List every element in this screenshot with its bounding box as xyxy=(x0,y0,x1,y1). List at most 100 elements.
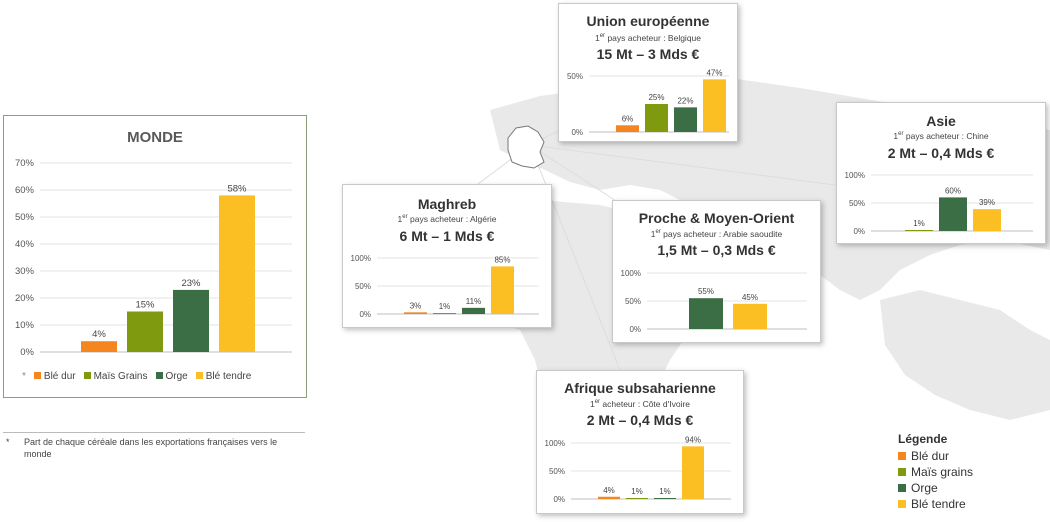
y-tick-label: 40% xyxy=(15,239,35,250)
y-tick-label: 0% xyxy=(629,325,641,334)
bar-ble-dur xyxy=(616,125,639,132)
monde-legend-mais: Maïs Grains xyxy=(93,371,148,382)
bar-mais-grains xyxy=(905,230,933,231)
ue-subtitle: 1er pays acheteur : Belgique xyxy=(594,33,701,43)
legend-title: Légende xyxy=(898,432,948,446)
afrique-subtitle: 1er acheteur : Côte d'Ivoire xyxy=(589,399,691,409)
bar-ble-tendre xyxy=(491,266,514,314)
y-tick-label: 60% xyxy=(15,185,35,196)
y-tick-label: 0% xyxy=(20,347,34,358)
pmo-chart-panel: Proche & Moyen-Orient 1er pays acheteur … xyxy=(612,200,821,343)
legend-swatch xyxy=(155,372,163,379)
afrique-chart-panel: Afrique subsaharienne 1er acheteur : Côt… xyxy=(536,370,744,514)
data-label: 15% xyxy=(135,300,155,311)
ue-chart: 0% 50% 6% 25% 22% 47% xyxy=(567,68,729,137)
data-label: 85% xyxy=(494,255,510,264)
bar-ble-tendre xyxy=(682,446,704,499)
legend-swatch xyxy=(898,468,906,476)
monde-legend-ble-tendre: Blé tendre xyxy=(205,371,252,382)
monde-legend-marker: * xyxy=(22,371,26,382)
legend: Légende Blé dur Maïs grains Orge Blé ten… xyxy=(898,432,973,512)
y-tick-label: 30% xyxy=(15,266,35,277)
monde-chart-panel: MONDE 0% 10% 20% 30% 40% 50% 60% 70% 4% 15% 23% 58%… xyxy=(3,115,307,398)
y-tick-label: 100% xyxy=(621,269,641,278)
y-tick-label: 0% xyxy=(853,227,865,236)
monde-legend: * Blé dur Maïs Grains Orge Blé tendre xyxy=(22,371,251,382)
bar-orge xyxy=(689,298,723,329)
y-tick-label: 100% xyxy=(845,171,865,180)
footnote-star: * xyxy=(6,437,10,447)
y-tick-label: 100% xyxy=(351,254,371,263)
y-tick-label: 50% xyxy=(549,467,565,476)
ue-title: Union européenne xyxy=(586,13,710,29)
y-tick-label: 50% xyxy=(849,199,865,208)
monde-title: MONDE xyxy=(127,129,183,146)
data-label: 1% xyxy=(659,487,671,496)
y-tick-label: 20% xyxy=(15,293,35,304)
data-label: 94% xyxy=(685,435,701,444)
data-label: 11% xyxy=(466,297,481,306)
legend-item-ble-tendre: Blé tendre xyxy=(898,496,973,512)
maghreb-chart-panel: Maghreb 1er pays acheteur : Algérie 6 Mt… xyxy=(342,184,552,328)
legend-swatch xyxy=(898,484,906,492)
data-label: 1% xyxy=(631,487,643,496)
legend-swatch xyxy=(83,372,91,379)
pmo-title: Proche & Moyen-Orient xyxy=(638,210,795,226)
monde-legend-orge: Orge xyxy=(165,371,188,382)
maghreb-subtitle: 1er pays acheteur : Algérie xyxy=(397,214,497,224)
asie-title: Asie xyxy=(926,113,956,129)
y-tick-label: 100% xyxy=(545,439,565,448)
bar-mais-grains xyxy=(433,313,456,314)
legend-item-ble-dur: Blé dur xyxy=(898,448,973,464)
ue-chart-panel: Union européenne 1er pays acheteur : Bel… xyxy=(558,3,738,142)
legend-swatch xyxy=(898,452,906,460)
maghreb-title: Maghreb xyxy=(417,196,477,212)
asie-subtitle: 1er pays acheteur : Chine xyxy=(893,131,989,141)
afrique-volume: 2 Mt – 0,4 Mds € xyxy=(586,412,694,428)
afrique-title: Afrique subsaharienne xyxy=(564,380,716,396)
y-tick-label: 50% xyxy=(355,282,371,291)
bar-mais-grains xyxy=(127,311,163,352)
bar-ble-tendre xyxy=(703,79,726,132)
asie-chart: 0% 50% 100% 1% 60% 39% xyxy=(845,171,1033,236)
asie-chart-panel: Asie 1er pays acheteur : Chine 2 Mt – 0,… xyxy=(836,102,1046,244)
asie-volume: 2 Mt – 0,4 Mds € xyxy=(887,145,995,161)
maghreb-volume: 6 Mt – 1 Mds € xyxy=(399,228,495,244)
footnote-text: Part de chaque céréale dans les exportat… xyxy=(24,437,278,459)
monde-chart: 0% 10% 20% 30% 40% 50% 60% 70% 4% 15% 23% 58% xyxy=(15,158,292,358)
y-tick-label: 0% xyxy=(571,128,583,137)
france-shape xyxy=(507,125,545,169)
maghreb-chart: 0% 50% 100% 3% 1% 11% 85% xyxy=(351,254,539,319)
y-tick-label: 50% xyxy=(567,72,583,81)
data-label: 6% xyxy=(622,114,634,123)
footnote: * Part de chaque céréale dans les export… xyxy=(6,436,306,460)
data-label: 60% xyxy=(945,186,961,195)
data-label: 1% xyxy=(913,219,925,228)
data-label: 4% xyxy=(92,329,106,340)
bar-ble-tendre xyxy=(733,303,767,329)
data-label: 25% xyxy=(648,93,664,102)
data-label: 3% xyxy=(410,301,422,310)
legend-item-mais: Maïs grains xyxy=(898,464,973,480)
bar-orge xyxy=(939,197,967,231)
bar-mais-grains xyxy=(645,104,668,132)
data-label: 39% xyxy=(979,198,995,207)
data-label: 47% xyxy=(706,68,722,77)
legend-swatch xyxy=(898,500,906,508)
legend-item-orge: Orge xyxy=(898,480,973,496)
ue-volume: 15 Mt – 3 Mds € xyxy=(596,46,700,62)
afrique-chart: 0% 50% 100% 4% 1% 1% 94% xyxy=(545,435,731,504)
pmo-volume: 1,5 Mt – 0,3 Mds € xyxy=(657,242,776,258)
bar-orge xyxy=(173,289,209,352)
data-label: 23% xyxy=(181,278,201,289)
y-tick-label: 50% xyxy=(15,212,35,223)
bar-orge xyxy=(674,107,697,132)
data-label: 45% xyxy=(742,293,758,302)
bar-ble-dur xyxy=(404,312,427,314)
data-label: 4% xyxy=(603,486,615,495)
data-label: 55% xyxy=(698,287,714,296)
bar-ble-dur xyxy=(598,496,620,499)
bar-ble-tendre xyxy=(219,195,255,352)
data-label: 1% xyxy=(439,302,451,311)
y-tick-label: 0% xyxy=(359,310,371,319)
